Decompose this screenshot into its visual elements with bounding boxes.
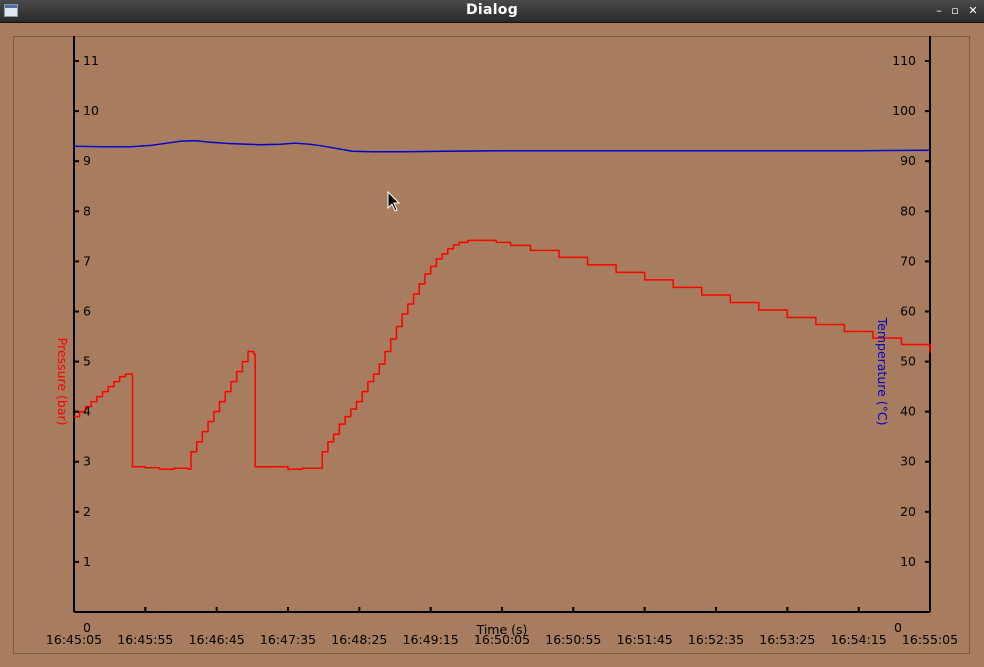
window-title: Dialog [465, 2, 519, 18]
x-tick-label: 16:51:45 [617, 632, 673, 647]
x-tick-label: 16:54:15 [831, 632, 887, 647]
right-tick-label: 30 [900, 454, 916, 469]
right-tick-label: 20 [900, 504, 916, 519]
left-tick-label: 6 [83, 303, 91, 318]
x-tick-label: 16:50:55 [545, 632, 601, 647]
right-axis-title: Temperature (°C) [875, 317, 890, 426]
left-tick-label: 9 [83, 153, 91, 168]
left-tick-label: 3 [83, 454, 91, 469]
x-tick-label: 16:47:35 [260, 632, 316, 647]
x-tick-label: 16:52:35 [688, 632, 744, 647]
dialog-body: 1 2 3 4 5 6 7 8 9 10 11 0 10 20 30 40 50 60 70 80 90 100 110 0 1… [0, 23, 984, 667]
left-tick-label: 7 [83, 253, 91, 268]
left-axis-title: Pressure (bar) [55, 338, 70, 426]
x-tick-label: 16:50:05 [474, 632, 530, 647]
left-tick-label: 5 [83, 354, 91, 369]
right-tick-label: 70 [900, 253, 916, 268]
temperature-series-line[interactable] [73, 139, 931, 153]
right-tick-label: 40 [900, 404, 916, 419]
right-tick-label: 80 [900, 203, 916, 218]
right-tick-label: 110 [892, 53, 916, 68]
right-tick-label: 90 [900, 153, 916, 168]
x-tick-label: 16:53:25 [759, 632, 815, 647]
mouse-cursor-icon [387, 190, 401, 212]
right-tick-label: 100 [892, 103, 916, 118]
series-layer [73, 139, 931, 471]
left-tick-label: 10 [83, 103, 99, 118]
left-tick-label: 2 [83, 504, 91, 519]
left-tick-label: 8 [83, 203, 91, 218]
x-tick-label: 16:55:05 [902, 632, 958, 647]
right-tick-label: 50 [900, 354, 916, 369]
close-button[interactable]: ✕ [968, 4, 978, 17]
title-bar: Dialog – ▫ ✕ [0, 0, 984, 23]
x-axis-title: Time (s) [476, 622, 528, 637]
app-icon [4, 4, 18, 17]
maximize-button[interactable]: ▫ [951, 4, 959, 17]
left-tick-label: 4 [83, 404, 91, 419]
chart[interactable]: 1234567891011010203040506070809010011001… [0, 23, 984, 667]
x-tick-label: 16:48:25 [331, 632, 387, 647]
left-tick-label: 0 [83, 620, 91, 635]
left-tick-label: 1 [83, 554, 91, 569]
left-tick-label: 11 [83, 53, 99, 68]
x-tick-label: 16:45:05 [46, 632, 102, 647]
axes [73, 36, 931, 613]
right-tick-label: 0 [894, 620, 902, 635]
right-tick-label: 10 [900, 554, 916, 569]
x-tick-label: 16:46:45 [189, 632, 245, 647]
x-tick-label: 16:45:55 [117, 632, 173, 647]
x-tick-label: 16:49:15 [403, 632, 459, 647]
pressure-series-line[interactable] [74, 239, 931, 471]
minimize-button[interactable]: – [936, 4, 942, 17]
plot-frame [13, 36, 970, 654]
right-tick-label: 60 [900, 303, 916, 318]
labels: 1234567891011010203040506070809010011001… [46, 53, 958, 647]
